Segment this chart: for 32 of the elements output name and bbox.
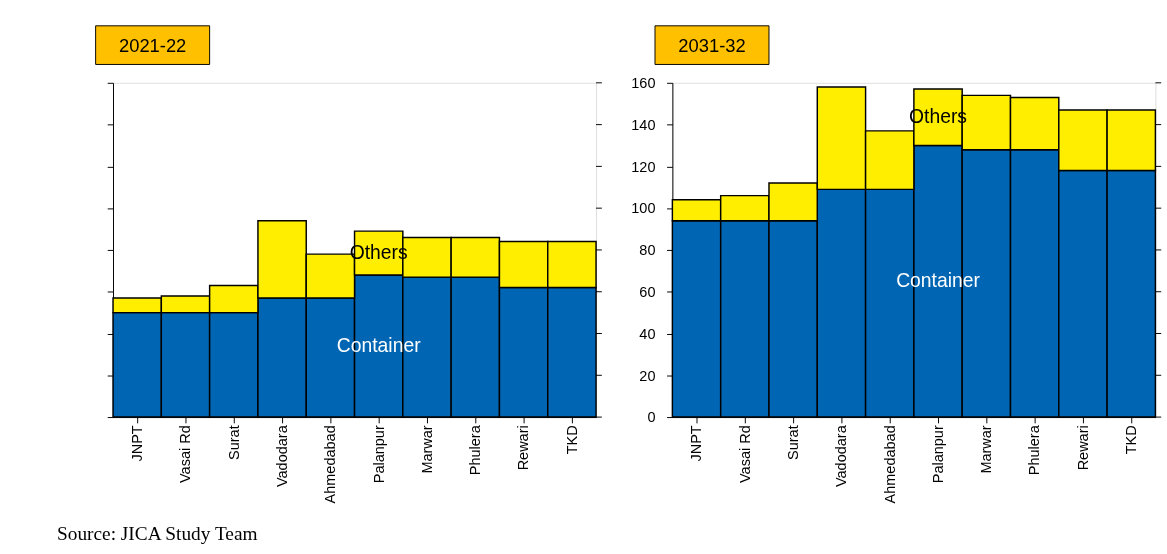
x-tick-label: Rewari [515, 425, 532, 471]
x-tick-label: Surat [225, 425, 242, 460]
x-tick-label: Rewari [1074, 425, 1091, 471]
y-tick-label: 160 [631, 75, 656, 92]
x-tick-label: JNPT [129, 425, 146, 462]
x-tick-label: Phulera [467, 424, 484, 476]
y-tick-label: 100 [631, 200, 656, 217]
x-tick-label: Palanpur [929, 425, 946, 484]
x-tick-label: Ahmedabad [881, 425, 898, 504]
y-tick-label: 120 [631, 158, 656, 175]
y-tick-label: 140 [631, 116, 656, 133]
x-tick-label: JNPT [688, 425, 705, 462]
x-tick-label: TKD [1123, 425, 1140, 455]
chart-title: 2031-32 [678, 34, 746, 56]
x-tick-label: Vadodara [273, 424, 290, 488]
y-tick-label: 0 [647, 409, 656, 426]
x-tick-label: Vasai Rd [736, 425, 753, 483]
x-tick-label: Vasai Rd [177, 425, 194, 483]
x-tick-label: Palanpur [370, 425, 387, 484]
x-tick-label: Phulera [1026, 424, 1043, 476]
source-note: Source: JICA Study Team [57, 522, 258, 544]
x-tick-label: Marwar [978, 425, 995, 474]
y-tick-label: 60 [639, 284, 656, 301]
y-tick-label: 40 [639, 325, 656, 342]
x-tick-label: Marwar [418, 425, 435, 474]
x-tick-label: Surat [784, 425, 801, 460]
y-tick-label: 80 [639, 242, 656, 259]
x-tick-label: Vadodara [833, 424, 850, 488]
x-tick-label: TKD [563, 425, 580, 455]
chart-title: 2021-22 [118, 34, 187, 56]
x-tick-label: Ahmedabad [322, 425, 339, 504]
y-tick-label: 20 [639, 367, 656, 384]
